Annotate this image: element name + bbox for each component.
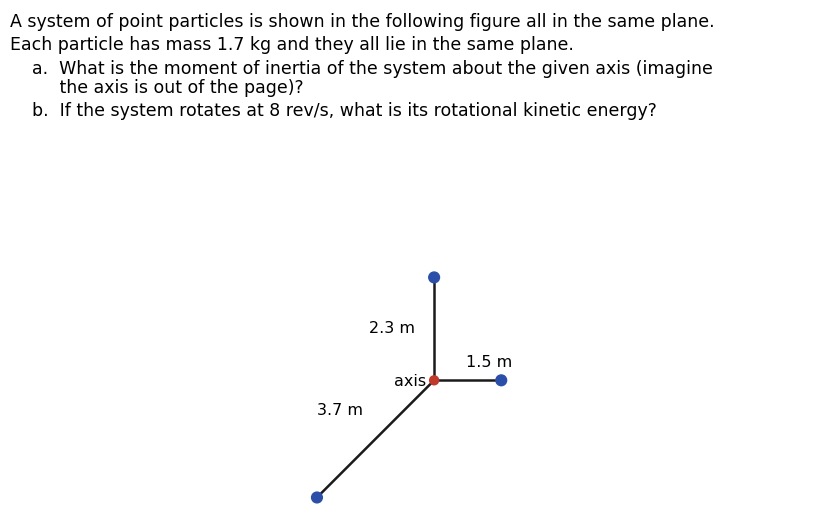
Text: a.  What is the moment of inertia of the system about the given axis (imagine: a. What is the moment of inertia of the … (10, 60, 712, 78)
Circle shape (428, 272, 439, 283)
Text: A system of point particles is shown in the following figure all in the same pla: A system of point particles is shown in … (10, 13, 714, 31)
Text: b.  If the system rotates at 8 rev/s, what is its rotational kinetic energy?: b. If the system rotates at 8 rev/s, wha… (10, 102, 656, 120)
Text: Each particle has mass 1.7 kg and they all lie in the same plane.: Each particle has mass 1.7 kg and they a… (10, 36, 573, 54)
Text: axis: axis (394, 374, 426, 389)
Text: 3.7 m: 3.7 m (316, 403, 362, 418)
Circle shape (311, 492, 322, 503)
Text: the axis is out of the page)?: the axis is out of the page)? (10, 79, 304, 97)
Text: 1.5 m: 1.5 m (466, 356, 512, 371)
Circle shape (429, 376, 438, 385)
Circle shape (495, 375, 506, 386)
Text: 2.3 m: 2.3 m (369, 321, 415, 336)
